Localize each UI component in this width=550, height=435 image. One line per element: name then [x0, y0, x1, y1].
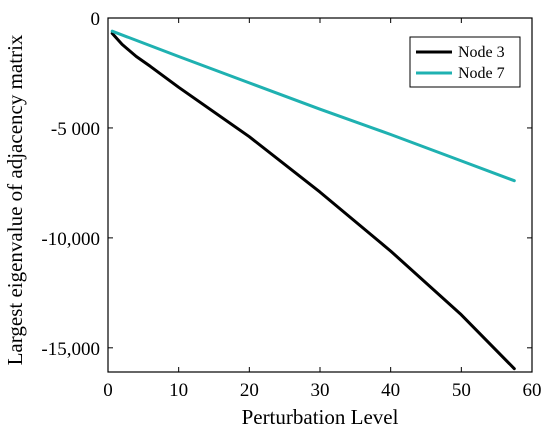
x-axis-title: Perturbation Level	[242, 405, 399, 429]
series-layer	[110, 29, 516, 371]
legend-box	[409, 36, 521, 88]
x-tick-label: 10	[169, 380, 188, 401]
x-tick-label: 60	[523, 380, 542, 401]
y-tick-label: -10,000	[41, 229, 100, 250]
legend-label: Node 3	[458, 44, 505, 61]
x-tick-label: 30	[311, 380, 330, 401]
x-tick-label: 40	[381, 380, 400, 401]
y-tick-label: 0	[91, 9, 101, 30]
series-line-node-7	[110, 29, 516, 183]
x-tick-label: 0	[103, 380, 113, 401]
legend-label: Node 7	[458, 65, 505, 82]
y-tick-label: -15,000	[41, 339, 100, 360]
x-axis: 0 10 20 30 40 50 60	[103, 18, 542, 401]
y-tick-label: -5 000	[51, 119, 100, 140]
y-axis: 0 -5 000 -10,000 -15,000	[41, 9, 532, 360]
series-line-node-3	[110, 31, 516, 371]
x-tick-label: 50	[452, 380, 471, 401]
legend: Node 3 Node 7	[409, 36, 521, 88]
y-axis-title: Largest eigenvalue of adjacency matrix	[3, 34, 27, 365]
x-tick-label: 20	[240, 380, 259, 401]
